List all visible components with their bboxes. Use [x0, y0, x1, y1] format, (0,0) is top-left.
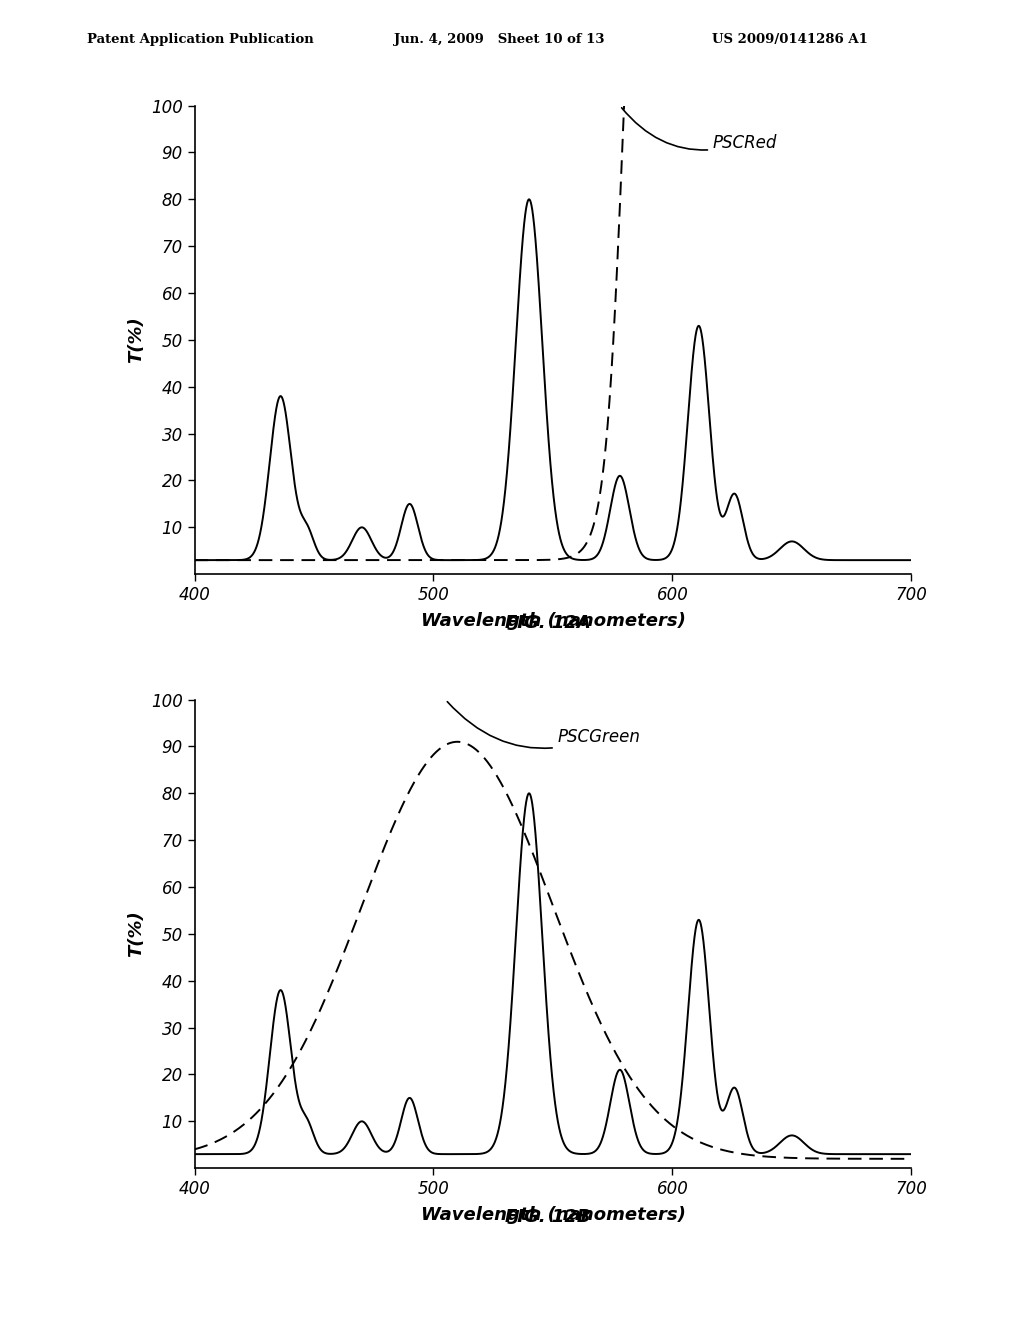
Text: Patent Application Publication: Patent Application Publication	[87, 33, 313, 46]
Y-axis label: T(%): T(%)	[127, 911, 145, 957]
Text: FIG. 12A: FIG. 12A	[505, 614, 591, 632]
Text: PSCRed: PSCRed	[622, 108, 777, 152]
Text: Jun. 4, 2009   Sheet 10 of 13: Jun. 4, 2009 Sheet 10 of 13	[394, 33, 605, 46]
X-axis label: Wavelength (nanometers): Wavelength (nanometers)	[421, 612, 685, 631]
X-axis label: Wavelength (nanometers): Wavelength (nanometers)	[421, 1206, 685, 1225]
Text: US 2009/0141286 A1: US 2009/0141286 A1	[712, 33, 867, 46]
Y-axis label: T(%): T(%)	[127, 317, 145, 363]
Text: PSCGreen: PSCGreen	[447, 702, 641, 748]
Text: FIG. 12B: FIG. 12B	[505, 1208, 591, 1226]
